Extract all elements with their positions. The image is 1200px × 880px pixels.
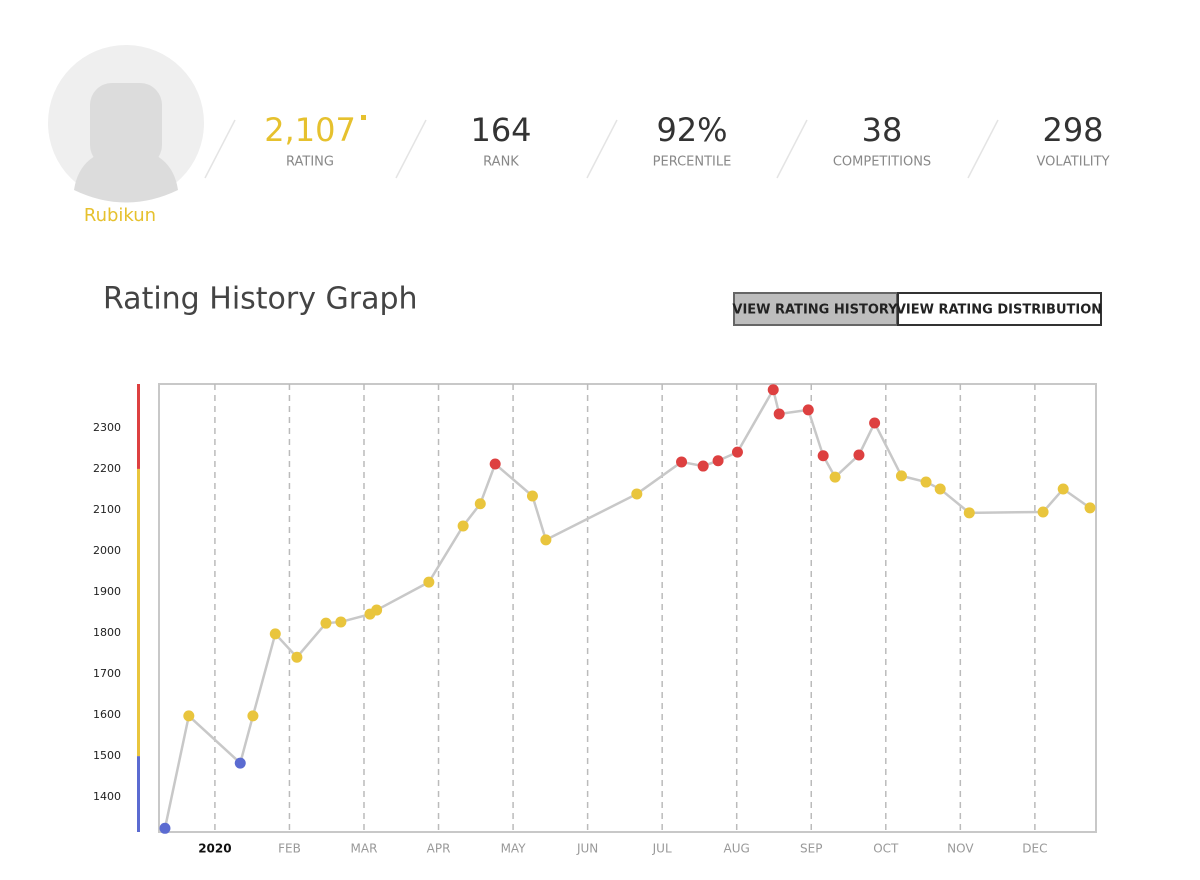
rating-point — [1084, 502, 1096, 514]
section-title: Rating History Graph — [103, 282, 418, 317]
rating-point — [1057, 483, 1069, 495]
x-tick-label: JUN — [576, 842, 598, 856]
rating-point — [489, 458, 501, 470]
y-tick-label: 2100 — [93, 503, 121, 516]
x-tick-label: APR — [427, 842, 451, 856]
y-tick-label: 2300 — [93, 421, 121, 434]
x-tick-label: 2020 — [198, 842, 231, 856]
rating-point — [526, 490, 538, 502]
rating-point — [291, 651, 303, 663]
rating-point — [869, 417, 881, 429]
rating-point — [320, 617, 332, 629]
avatar-body — [74, 148, 178, 203]
stat-value: 164 — [470, 111, 531, 149]
y-tick-label: 1600 — [93, 708, 121, 721]
handle: Rubikun — [84, 205, 156, 226]
x-tick-label: AUG — [724, 842, 750, 856]
rating-point — [540, 534, 552, 546]
rating-point — [920, 476, 932, 488]
rating-point — [269, 628, 281, 640]
x-tick-label: MAY — [501, 842, 527, 856]
x-tick-label: DEC — [1022, 842, 1047, 856]
stat-divider — [776, 119, 808, 179]
rating-point — [335, 616, 347, 628]
y-tick-label: 2200 — [93, 462, 121, 475]
stat-value: 2,107 — [264, 111, 356, 149]
rating-point — [731, 446, 743, 458]
rating-point — [767, 384, 779, 396]
stat-label: VOLATILITY — [1036, 155, 1109, 170]
rating-point — [802, 404, 814, 416]
rating-point — [963, 507, 975, 519]
rating-point — [676, 456, 688, 468]
rating-point — [423, 576, 435, 588]
rating-point — [773, 408, 785, 420]
rating-point — [697, 460, 709, 472]
stat-value: 298 — [1042, 111, 1103, 149]
rating-band — [137, 756, 140, 832]
stat-value: 38 — [862, 111, 903, 149]
stat-label: RATING — [286, 155, 334, 170]
y-tick-label: 1500 — [93, 749, 121, 762]
rating-point — [712, 455, 724, 467]
plot-frame — [158, 383, 1097, 833]
rating-point — [829, 471, 841, 483]
stat-label: COMPETITIONS — [833, 155, 931, 170]
y-tick-label: 1900 — [93, 585, 121, 598]
rating-point — [371, 604, 383, 616]
rating-point — [1037, 506, 1049, 518]
stat-value: 92% — [656, 111, 727, 149]
distribution-button[interactable] — [897, 292, 1102, 326]
history-button-label[interactable]: VIEW RATING HISTORY — [732, 303, 898, 318]
rating-dot — [361, 115, 366, 120]
x-tick-label: JUL — [652, 842, 672, 856]
rating-point — [159, 822, 171, 834]
stat-divider — [586, 119, 618, 179]
rating-point — [474, 498, 486, 510]
x-tick-label: MAR — [351, 842, 378, 856]
x-tick-label: SEP — [800, 842, 822, 856]
stat-divider — [967, 119, 999, 179]
rating-band — [137, 468, 140, 757]
y-tick-label: 1700 — [93, 667, 121, 680]
y-tick-label: 1800 — [93, 626, 121, 639]
x-tick-label: OCT — [873, 842, 899, 856]
rating-point — [183, 710, 195, 722]
stat-divider — [395, 119, 427, 179]
rating-point — [247, 710, 259, 722]
rating-point — [853, 449, 865, 461]
x-tick-label: NOV — [947, 842, 974, 856]
rating-point — [895, 470, 907, 482]
stat-divider — [204, 119, 236, 179]
rating-line — [163, 386, 1091, 829]
x-tick-label: FEB — [278, 842, 301, 856]
y-tick-label: 1400 — [93, 790, 121, 803]
rating-point — [631, 488, 643, 500]
rating-point — [234, 757, 246, 769]
stat-label: PERCENTILE — [653, 155, 732, 170]
distribution-button-label[interactable]: VIEW RATING DISTRIBUTION — [896, 303, 1102, 318]
rating-band — [137, 384, 140, 469]
y-tick-label: 2000 — [93, 544, 121, 557]
rating-point — [934, 483, 946, 495]
avatar-head — [90, 83, 162, 167]
rating-point — [457, 520, 469, 532]
rating-point — [817, 450, 829, 462]
stat-label: RANK — [483, 155, 519, 170]
